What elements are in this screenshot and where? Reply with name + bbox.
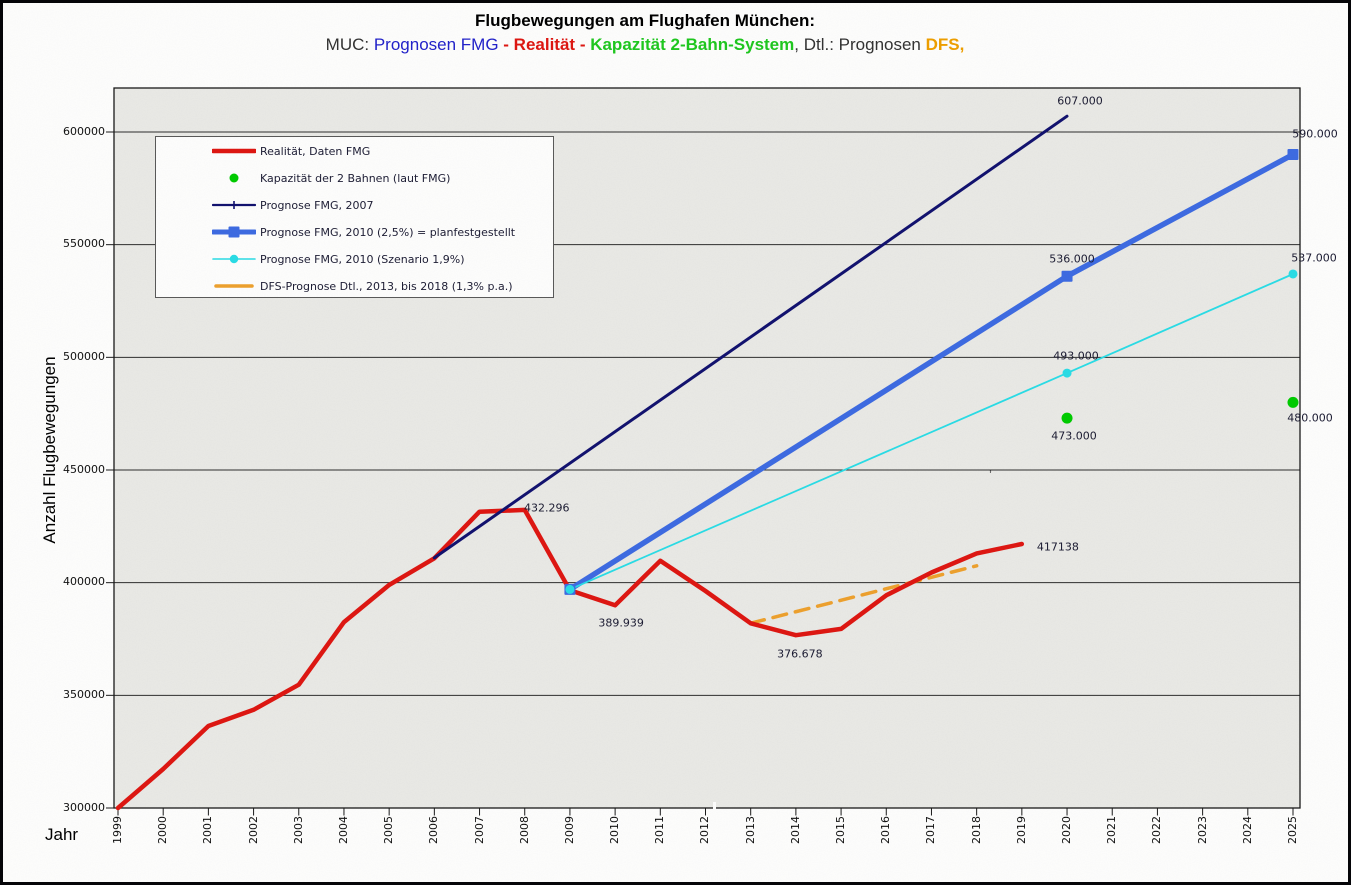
y-tick-label: 500000 bbox=[63, 349, 105, 363]
legend-item: Prognose FMG, 2007 bbox=[156, 192, 553, 218]
axis-scratch-artifact bbox=[713, 802, 716, 815]
x-tick-label: 2022 bbox=[1150, 816, 1164, 844]
legend-swatch-line-dot bbox=[212, 254, 256, 264]
x-tick-label: 2018 bbox=[969, 816, 983, 844]
legend: Realität, Daten FMG Kapazität der 2 Bahne… bbox=[155, 136, 554, 298]
x-tick-label: 2010 bbox=[608, 816, 622, 844]
x-tick-label: 2004 bbox=[336, 816, 350, 844]
x-tick-label: 2021 bbox=[1105, 816, 1119, 844]
data-label: 536.000 bbox=[1049, 252, 1095, 266]
data-label: 537.000 bbox=[1291, 251, 1337, 265]
y-tick-label: 550000 bbox=[63, 237, 105, 251]
legend-swatch-line-plus bbox=[212, 201, 256, 209]
x-axis-title: Jahr bbox=[45, 825, 79, 844]
data-label: 493.000 bbox=[1053, 349, 1099, 363]
x-tick-label: 2017 bbox=[924, 816, 938, 844]
x-tick-label: 2025 bbox=[1285, 816, 1299, 844]
y-tick-label: 400000 bbox=[63, 575, 105, 589]
x-tick-label: 2024 bbox=[1240, 816, 1254, 844]
legend-item: Prognose FMG, 2010 (2,5%) = planfestgest… bbox=[156, 219, 553, 245]
series-marker-dot bbox=[1062, 368, 1072, 378]
x-tick-label: 2001 bbox=[201, 816, 215, 844]
series-marker-dot bbox=[1288, 269, 1298, 279]
legend-swatch-dash bbox=[214, 284, 254, 288]
data-label: 376.678 bbox=[777, 647, 823, 661]
series-marker-dot bbox=[1287, 396, 1299, 408]
x-tick-label: 2014 bbox=[788, 816, 802, 844]
y-tick-label: 450000 bbox=[63, 462, 105, 476]
legend-item: Prognose FMG, 2010 (Szenario 1,9%) bbox=[156, 246, 553, 272]
x-tick-label: 2000 bbox=[156, 816, 170, 844]
y-tick-label: 600000 bbox=[63, 124, 105, 138]
x-tick-label: 2012 bbox=[698, 816, 712, 844]
legend-item: Kapazität der 2 Bahnen (laut FMG) bbox=[156, 165, 553, 191]
legend-swatch-line bbox=[212, 148, 256, 154]
data-label: 590.000 bbox=[1292, 127, 1338, 141]
x-tick-label: 2005 bbox=[382, 816, 396, 844]
data-label: 607.000 bbox=[1057, 94, 1103, 108]
series-marker-dot bbox=[565, 584, 575, 594]
x-tick-label: 2011 bbox=[653, 816, 667, 844]
y-tick-label: 300000 bbox=[63, 800, 105, 814]
data-label: 389.939 bbox=[598, 616, 644, 630]
data-label: 432.296 bbox=[523, 501, 570, 515]
legend-item: DFS-Prognose Dtl., 2013, bis 2018 (1,3% … bbox=[156, 273, 553, 299]
legend-item-label: DFS-Prognose Dtl., 2013, bis 2018 (1,3% … bbox=[260, 279, 513, 293]
legend-item-label: Prognose FMG, 2010 (Szenario 1,9%) bbox=[260, 252, 465, 266]
x-tick-label: 2020 bbox=[1060, 816, 1074, 844]
x-tick-label: 2003 bbox=[291, 816, 305, 844]
legend-item-label: Realität, Daten FMG bbox=[260, 144, 371, 158]
x-tick-label: 2009 bbox=[562, 816, 576, 844]
series-marker-square bbox=[1287, 149, 1299, 161]
legend-swatch-line-square bbox=[212, 226, 256, 238]
y-tick-label: 350000 bbox=[63, 687, 105, 701]
x-tick-label: 2015 bbox=[834, 816, 848, 844]
data-label: 480.000 bbox=[1287, 411, 1333, 425]
x-tick-label: 2007 bbox=[472, 816, 486, 844]
legend-item: Realität, Daten FMG bbox=[156, 138, 553, 164]
legend-item-label: Kapazität der 2 Bahnen (laut FMG) bbox=[260, 171, 451, 185]
x-tick-label: 2019 bbox=[1014, 816, 1028, 844]
x-tick-label: 2023 bbox=[1195, 816, 1209, 844]
data-label: 417138 bbox=[1036, 540, 1079, 554]
stray-mark: ’ bbox=[989, 467, 992, 482]
x-tick-label: 1999 bbox=[111, 816, 124, 844]
legend-item-label: Prognose FMG, 2010 (2,5%) = planfestgest… bbox=[260, 225, 516, 239]
y-axis-title: Anzahl Flugbewegungen bbox=[40, 356, 59, 544]
legend-item-label: Prognose FMG, 2007 bbox=[260, 198, 374, 212]
data-label: 473.000 bbox=[1051, 429, 1097, 443]
x-tick-label: 2002 bbox=[246, 816, 260, 844]
x-tick-label: 2008 bbox=[517, 816, 531, 844]
x-tick-label: 2006 bbox=[427, 816, 441, 844]
series-marker-square bbox=[1061, 270, 1073, 282]
x-tick-label: 2016 bbox=[879, 816, 893, 844]
legend-swatch-dot bbox=[229, 173, 239, 183]
x-tick-label: 2013 bbox=[743, 816, 757, 844]
series-marker-dot bbox=[1061, 412, 1073, 424]
